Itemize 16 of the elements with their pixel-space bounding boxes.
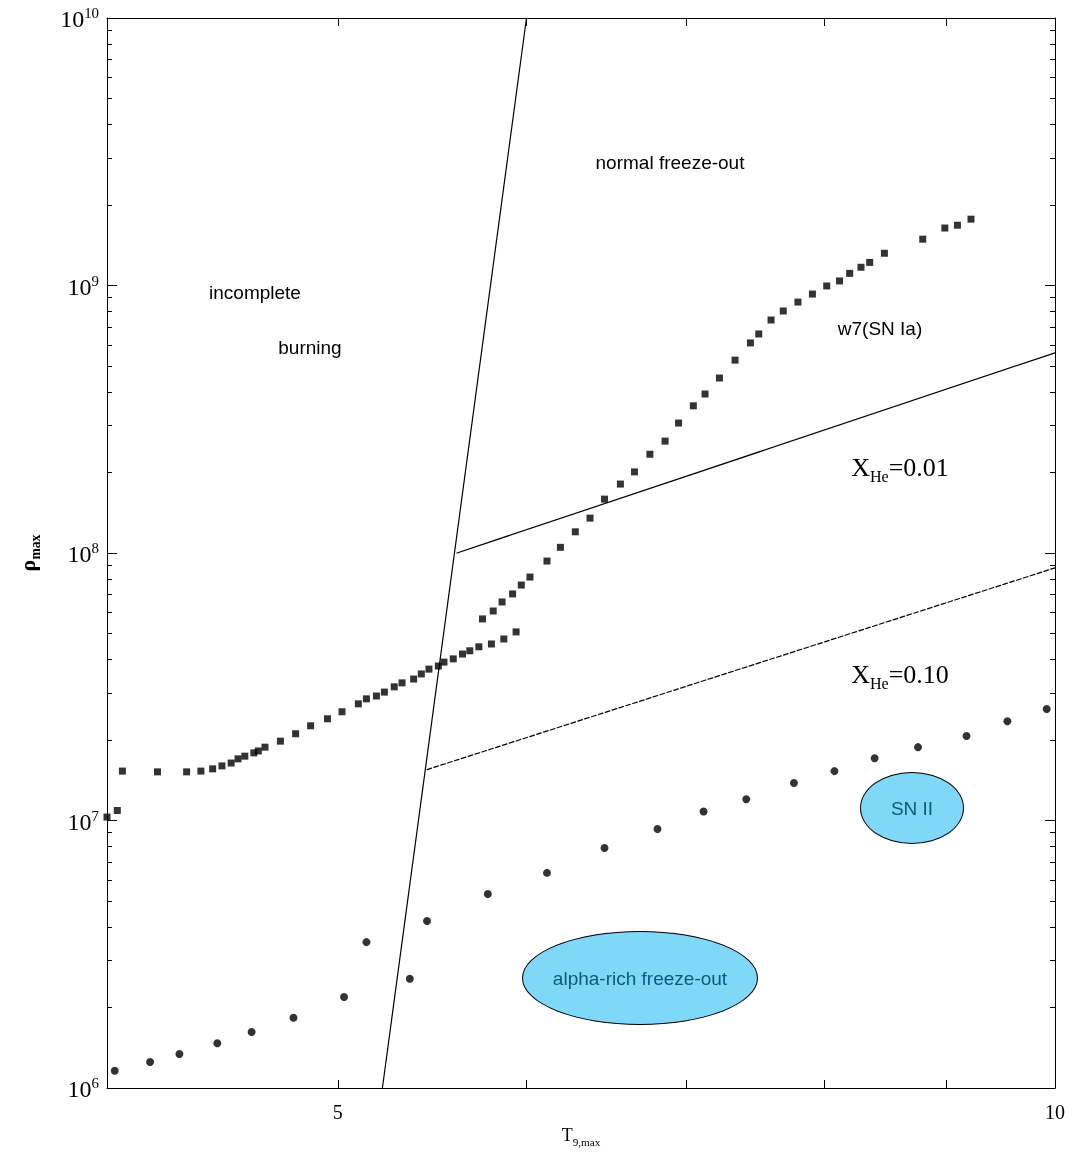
y-tick-label: 10$^{9}$ [67,272,99,299]
y-tick-label: 10$^{8}$ [67,539,99,567]
y-tick-label: 10$^{10}$ [60,4,99,32]
annotation: alpha-rich freeze-out [552,967,728,989]
annotation: X$_{He}$=0.01 [851,452,949,486]
annotation: w7(SN Ia) [837,317,923,339]
annotation: normal freeze-out [595,151,745,173]
y-tick-label: 10$^{6}$ [67,1074,99,1102]
x-axis-title: T$_{9,max}$ [561,1125,601,1148]
annotation: burning [278,336,342,358]
annotation: X$_{He}$=0.10 [851,659,949,693]
x-tick-label: 10 [1045,1101,1065,1123]
annotation: incomplete [209,281,301,303]
annotation: SN II [890,797,934,819]
y-tick-label: 10$^{7}$ [67,807,99,834]
x-tick-label: 5 [332,1101,343,1123]
